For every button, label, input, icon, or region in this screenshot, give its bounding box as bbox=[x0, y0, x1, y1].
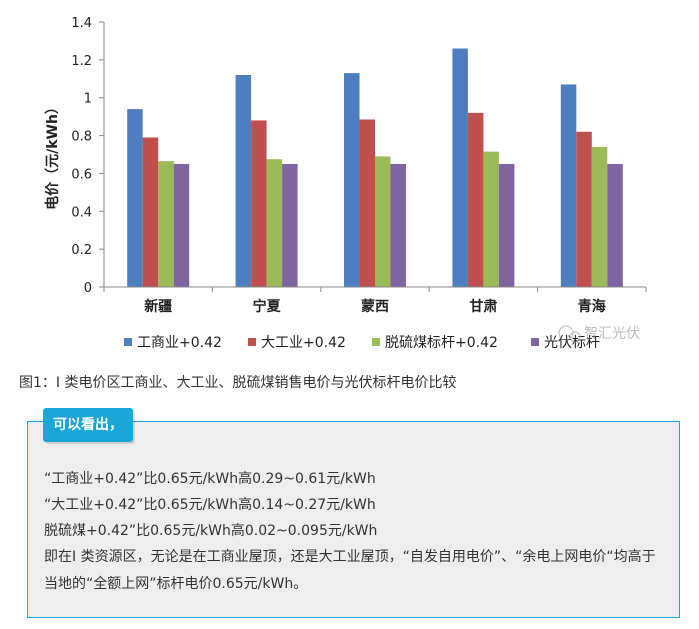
note-tag: 可以看出， bbox=[43, 408, 133, 442]
y-axis-label: 电价（元/kWh） bbox=[44, 100, 61, 210]
bar bbox=[591, 146, 608, 287]
legend: 工商业+0.42 大工业+0.42 脱硫煤标杆+0.42 光伏标杆 bbox=[124, 335, 600, 351]
legend-swatch bbox=[124, 338, 132, 346]
bar bbox=[127, 109, 143, 287]
legend-swatch bbox=[531, 338, 539, 346]
figure-caption: 图1：Ⅰ 类电价区工商业、大工业、脱硫煤销售电价与光伏标杆电价比较 bbox=[19, 375, 457, 391]
bar bbox=[576, 131, 592, 287]
bar bbox=[173, 163, 190, 287]
legend-label: 光伏标杆 bbox=[544, 335, 600, 351]
legend-label: 大工业+0.42 bbox=[261, 335, 346, 351]
bar bbox=[498, 163, 515, 287]
x-tick-label: 蒙西 bbox=[361, 298, 389, 315]
y-tick-label: 0.6 bbox=[71, 167, 92, 182]
x-tick-label: 甘肃 bbox=[469, 298, 497, 315]
bar bbox=[282, 163, 298, 287]
note-box bbox=[27, 421, 680, 618]
x-tick-label: 宁夏 bbox=[253, 298, 282, 315]
bar bbox=[235, 75, 252, 287]
y-tick-label: 0.8 bbox=[71, 130, 92, 145]
y-tick-label: 1 bbox=[84, 92, 92, 107]
y-tick-label: 1.4 bbox=[71, 16, 92, 31]
x-tick-label: 新疆 bbox=[144, 298, 172, 315]
watermark: 智汇光伏 bbox=[558, 325, 640, 343]
wechat-icon-dot bbox=[569, 331, 581, 343]
bar bbox=[560, 84, 577, 287]
legend-label: 工商业+0.42 bbox=[137, 335, 222, 351]
y-tick-label: 0.4 bbox=[71, 205, 92, 220]
y-axis: 0 0.2 0.4 0.6 0.8 1 1.2 1.4 bbox=[71, 16, 105, 296]
bar bbox=[375, 156, 391, 287]
bar bbox=[467, 112, 484, 287]
note-line: “大工业+0.42”比0.65元/kWh高0.14~0.27元/kWh bbox=[44, 497, 376, 513]
note-line: “工商业+0.42”比0.65元/kWh高0.29~0.61元/kWh bbox=[44, 471, 376, 487]
note-lines: “工商业+0.42”比0.65元/kWh高0.29~0.61元/kWh “大工业… bbox=[44, 466, 668, 598]
x-tick-label: 青海 bbox=[578, 298, 606, 315]
bar bbox=[266, 159, 283, 287]
x-axis: 新疆 宁夏 蒙西 甘肃 青海 bbox=[103, 286, 647, 315]
bar bbox=[344, 73, 360, 287]
legend-swatch bbox=[372, 338, 380, 346]
legend-swatch bbox=[248, 338, 256, 346]
bar bbox=[607, 163, 623, 287]
bar bbox=[142, 137, 159, 287]
bar bbox=[158, 161, 174, 287]
bar-chart: 0 0.2 0.4 0.6 0.8 1 1.2 1.4 新疆 宁夏 蒙西 甘肃 青海 工商业+0.42… bbox=[44, 16, 647, 351]
bars bbox=[127, 48, 623, 287]
legend-label: 脱硫煤标杆+0.42 bbox=[385, 335, 498, 351]
watermark-text: 智汇光伏 bbox=[584, 326, 640, 342]
bar bbox=[251, 120, 267, 287]
bar bbox=[452, 48, 468, 287]
y-tick-label: 0.2 bbox=[71, 243, 92, 258]
y-tick-label: 1.2 bbox=[71, 54, 92, 69]
y-tick-label: 0 bbox=[84, 281, 92, 296]
bar bbox=[483, 151, 499, 287]
note-line: 脱硫煤+0.42”比0.65元/kWh高0.02~0.095元/kWh bbox=[44, 523, 378, 539]
bar bbox=[390, 163, 406, 287]
bar bbox=[359, 119, 375, 287]
note-line: 即在Ⅰ 类资源区，无论是在工商业屋顶，还是大工业屋顶，“自发自用电价”、“余电上… bbox=[44, 549, 656, 592]
